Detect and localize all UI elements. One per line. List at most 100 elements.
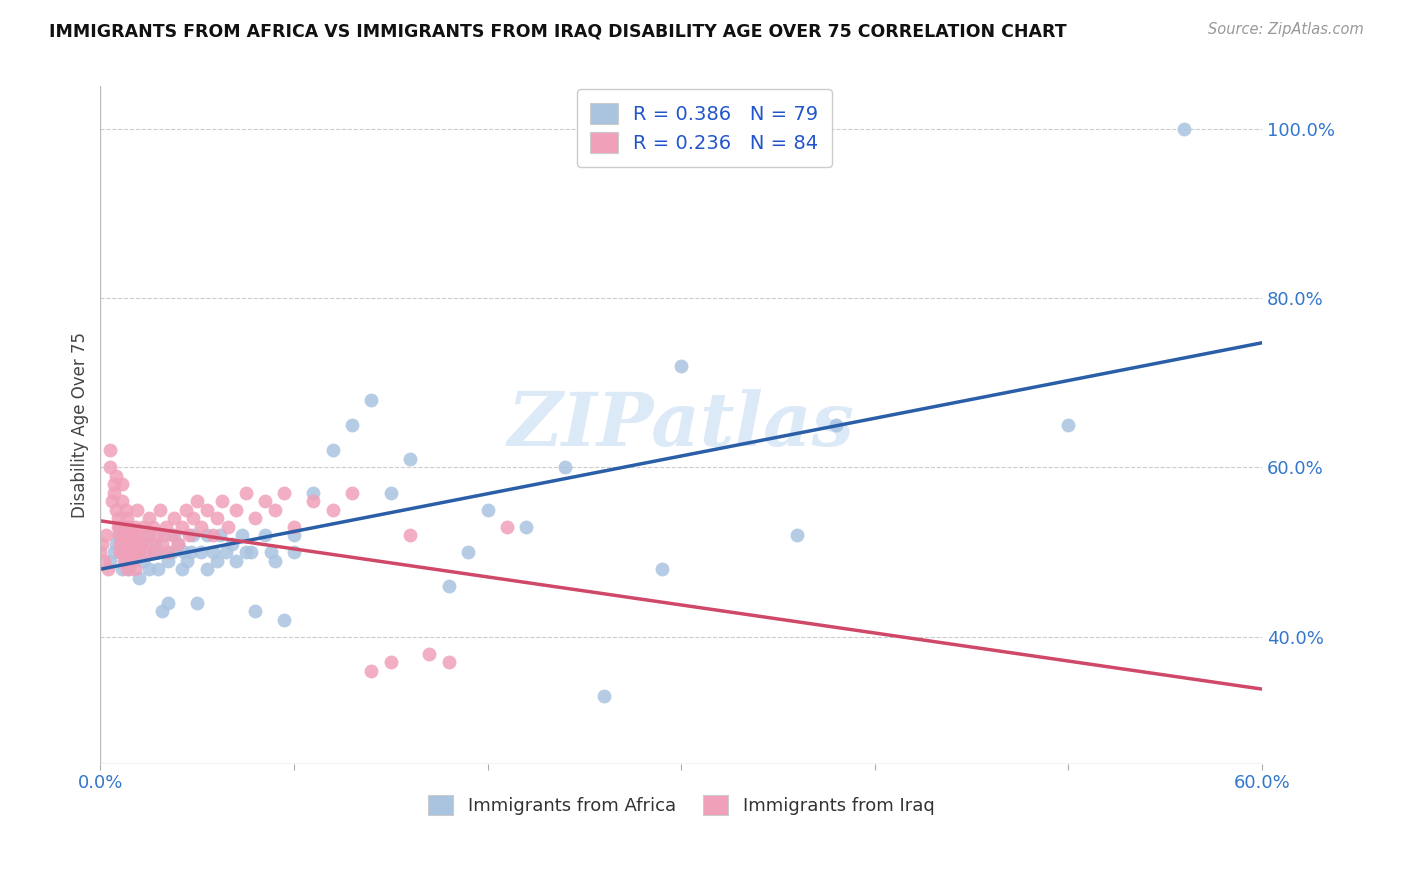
Point — [399, 528, 422, 542]
Point — [231, 528, 253, 542]
Point — [157, 553, 180, 567]
Point — [124, 536, 146, 550]
Point — [180, 545, 202, 559]
Point — [108, 519, 131, 533]
Point — [112, 528, 135, 542]
Point — [437, 579, 460, 593]
Point — [302, 486, 325, 500]
Point — [114, 536, 136, 550]
Point — [157, 596, 180, 610]
Point — [124, 519, 146, 533]
Point — [195, 502, 218, 516]
Point — [96, 528, 118, 542]
Point — [111, 477, 134, 491]
Point — [225, 553, 247, 567]
Point — [215, 545, 238, 559]
Point — [112, 528, 135, 542]
Point — [174, 502, 197, 516]
Point — [111, 494, 134, 508]
Point — [253, 494, 276, 508]
Point — [170, 562, 193, 576]
Point — [93, 553, 115, 567]
Point — [129, 536, 152, 550]
Point — [263, 553, 285, 567]
Point — [160, 545, 183, 559]
Point — [111, 562, 134, 576]
Point — [190, 519, 212, 533]
Point — [399, 452, 422, 467]
Point — [132, 519, 155, 533]
Point — [201, 528, 224, 542]
Point — [1173, 121, 1195, 136]
Point — [260, 545, 283, 559]
Point — [157, 545, 180, 559]
Point — [209, 528, 232, 542]
Point — [114, 502, 136, 516]
Point — [112, 545, 135, 559]
Point — [179, 528, 201, 542]
Point — [98, 443, 121, 458]
Point — [143, 536, 166, 550]
Point — [114, 553, 136, 567]
Point — [114, 519, 136, 533]
Point — [98, 553, 121, 567]
Legend: Immigrants from Africa, Immigrants from Iraq: Immigrants from Africa, Immigrants from … — [420, 789, 942, 822]
Point — [437, 655, 460, 669]
Point — [149, 502, 172, 516]
Point — [139, 536, 162, 550]
Point — [138, 511, 160, 525]
Point — [302, 494, 325, 508]
Point — [108, 536, 131, 550]
Point — [380, 486, 402, 500]
Point — [118, 545, 141, 559]
Point — [132, 553, 155, 567]
Point — [322, 502, 344, 516]
Point — [108, 519, 131, 533]
Point — [195, 528, 218, 542]
Point — [225, 502, 247, 516]
Point — [283, 519, 305, 533]
Point — [103, 477, 125, 491]
Point — [107, 528, 129, 542]
Point — [127, 502, 149, 516]
Point — [117, 562, 139, 576]
Point — [135, 528, 157, 542]
Point — [148, 528, 170, 542]
Point — [138, 562, 160, 576]
Point — [477, 502, 499, 516]
Point — [104, 469, 127, 483]
Point — [163, 511, 186, 525]
Point — [160, 528, 183, 542]
Point — [127, 545, 149, 559]
Point — [108, 536, 131, 550]
Point — [205, 511, 228, 525]
Point — [107, 519, 129, 533]
Point — [134, 545, 156, 559]
Point — [253, 528, 276, 542]
Point — [142, 545, 165, 559]
Point — [186, 494, 208, 508]
Point — [235, 486, 257, 500]
Point — [273, 486, 295, 500]
Point — [221, 536, 243, 550]
Point — [128, 528, 150, 542]
Point — [148, 545, 170, 559]
Point — [554, 460, 576, 475]
Point — [104, 536, 127, 550]
Point — [418, 647, 440, 661]
Point — [190, 545, 212, 559]
Text: IMMIGRANTS FROM AFRICA VS IMMIGRANTS FROM IRAQ DISABILITY AGE OVER 75 CORRELATIO: IMMIGRANTS FROM AFRICA VS IMMIGRANTS FRO… — [49, 22, 1067, 40]
Point — [128, 570, 150, 584]
Point — [170, 519, 193, 533]
Point — [143, 545, 166, 559]
Point — [496, 519, 519, 533]
Point — [122, 545, 145, 559]
Point — [360, 392, 382, 407]
Point — [205, 553, 228, 567]
Point — [127, 536, 149, 550]
Y-axis label: Disability Age Over 75: Disability Age Over 75 — [72, 332, 89, 518]
Point — [103, 486, 125, 500]
Point — [153, 528, 176, 542]
Text: Source: ZipAtlas.com: Source: ZipAtlas.com — [1208, 22, 1364, 37]
Point — [120, 536, 142, 550]
